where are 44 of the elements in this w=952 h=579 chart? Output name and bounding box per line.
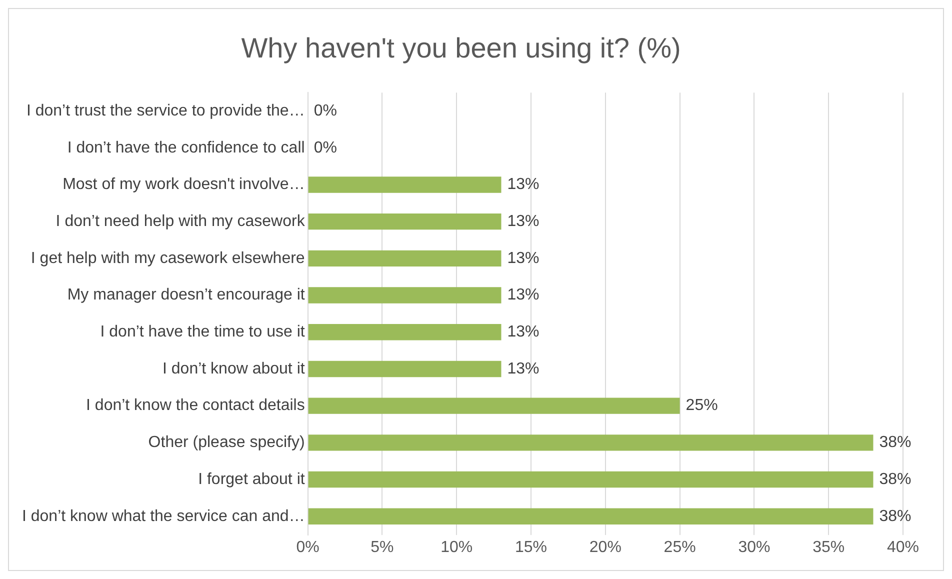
x-tick-label: 5% [370,538,394,556]
data-label: 25% [686,397,718,414]
x-tick-label: 10% [440,538,473,556]
data-label: 13% [507,324,540,341]
y-tick-label: I don’t have the time to use it [100,324,306,341]
bar [308,250,502,267]
y-tick-label: I get help with my casework elsewhere [30,250,305,267]
data-label: 38% [879,434,912,452]
y-tick-label: Other (please specify) [148,434,305,452]
x-tick-label: 35% [812,538,845,556]
data-label: 0% [314,102,337,120]
y-tick-label: I forget about it [198,470,306,488]
bar [308,398,680,414]
x-tick-label: 15% [514,538,548,556]
x-tick-label: 20% [589,538,622,556]
x-tick-label: 30% [738,538,770,556]
x-tick-label: 0% [296,538,320,556]
data-label: 13% [507,360,540,378]
y-tick-label: I don’t know what the service can and… [22,508,305,525]
y-tick-label: I don’t have the confidence to call [67,139,305,156]
y-tick-label: I don’t know the contact details [86,397,305,414]
y-tick-label: I don’t know about it [162,360,306,378]
y-tick-label: My manager doesn’t encourage it [67,286,306,304]
data-label: 0% [314,139,337,156]
data-label: 38% [879,470,912,488]
bar [308,360,502,378]
x-tick-label: 25% [664,538,696,556]
bar [308,324,502,340]
data-label: 38% [879,508,912,525]
data-label: 13% [507,212,540,230]
bar [308,176,502,193]
chart-title: Why haven't you been using it? (%) [241,32,681,64]
bar [308,213,502,230]
bar [308,471,874,488]
data-label: 13% [507,176,540,194]
data-label: 13% [507,286,540,304]
bar [308,434,874,451]
y-tick-label: I don’t trust the service to provide the… [26,102,305,120]
y-tick-label: I don’t need help with my casework [56,212,306,230]
bar [308,508,874,524]
bar [308,287,502,304]
y-tick-label: Most of my work doesn't involve… [62,176,305,194]
data-label: 13% [507,250,540,267]
x-tick-label: 40% [886,538,920,556]
